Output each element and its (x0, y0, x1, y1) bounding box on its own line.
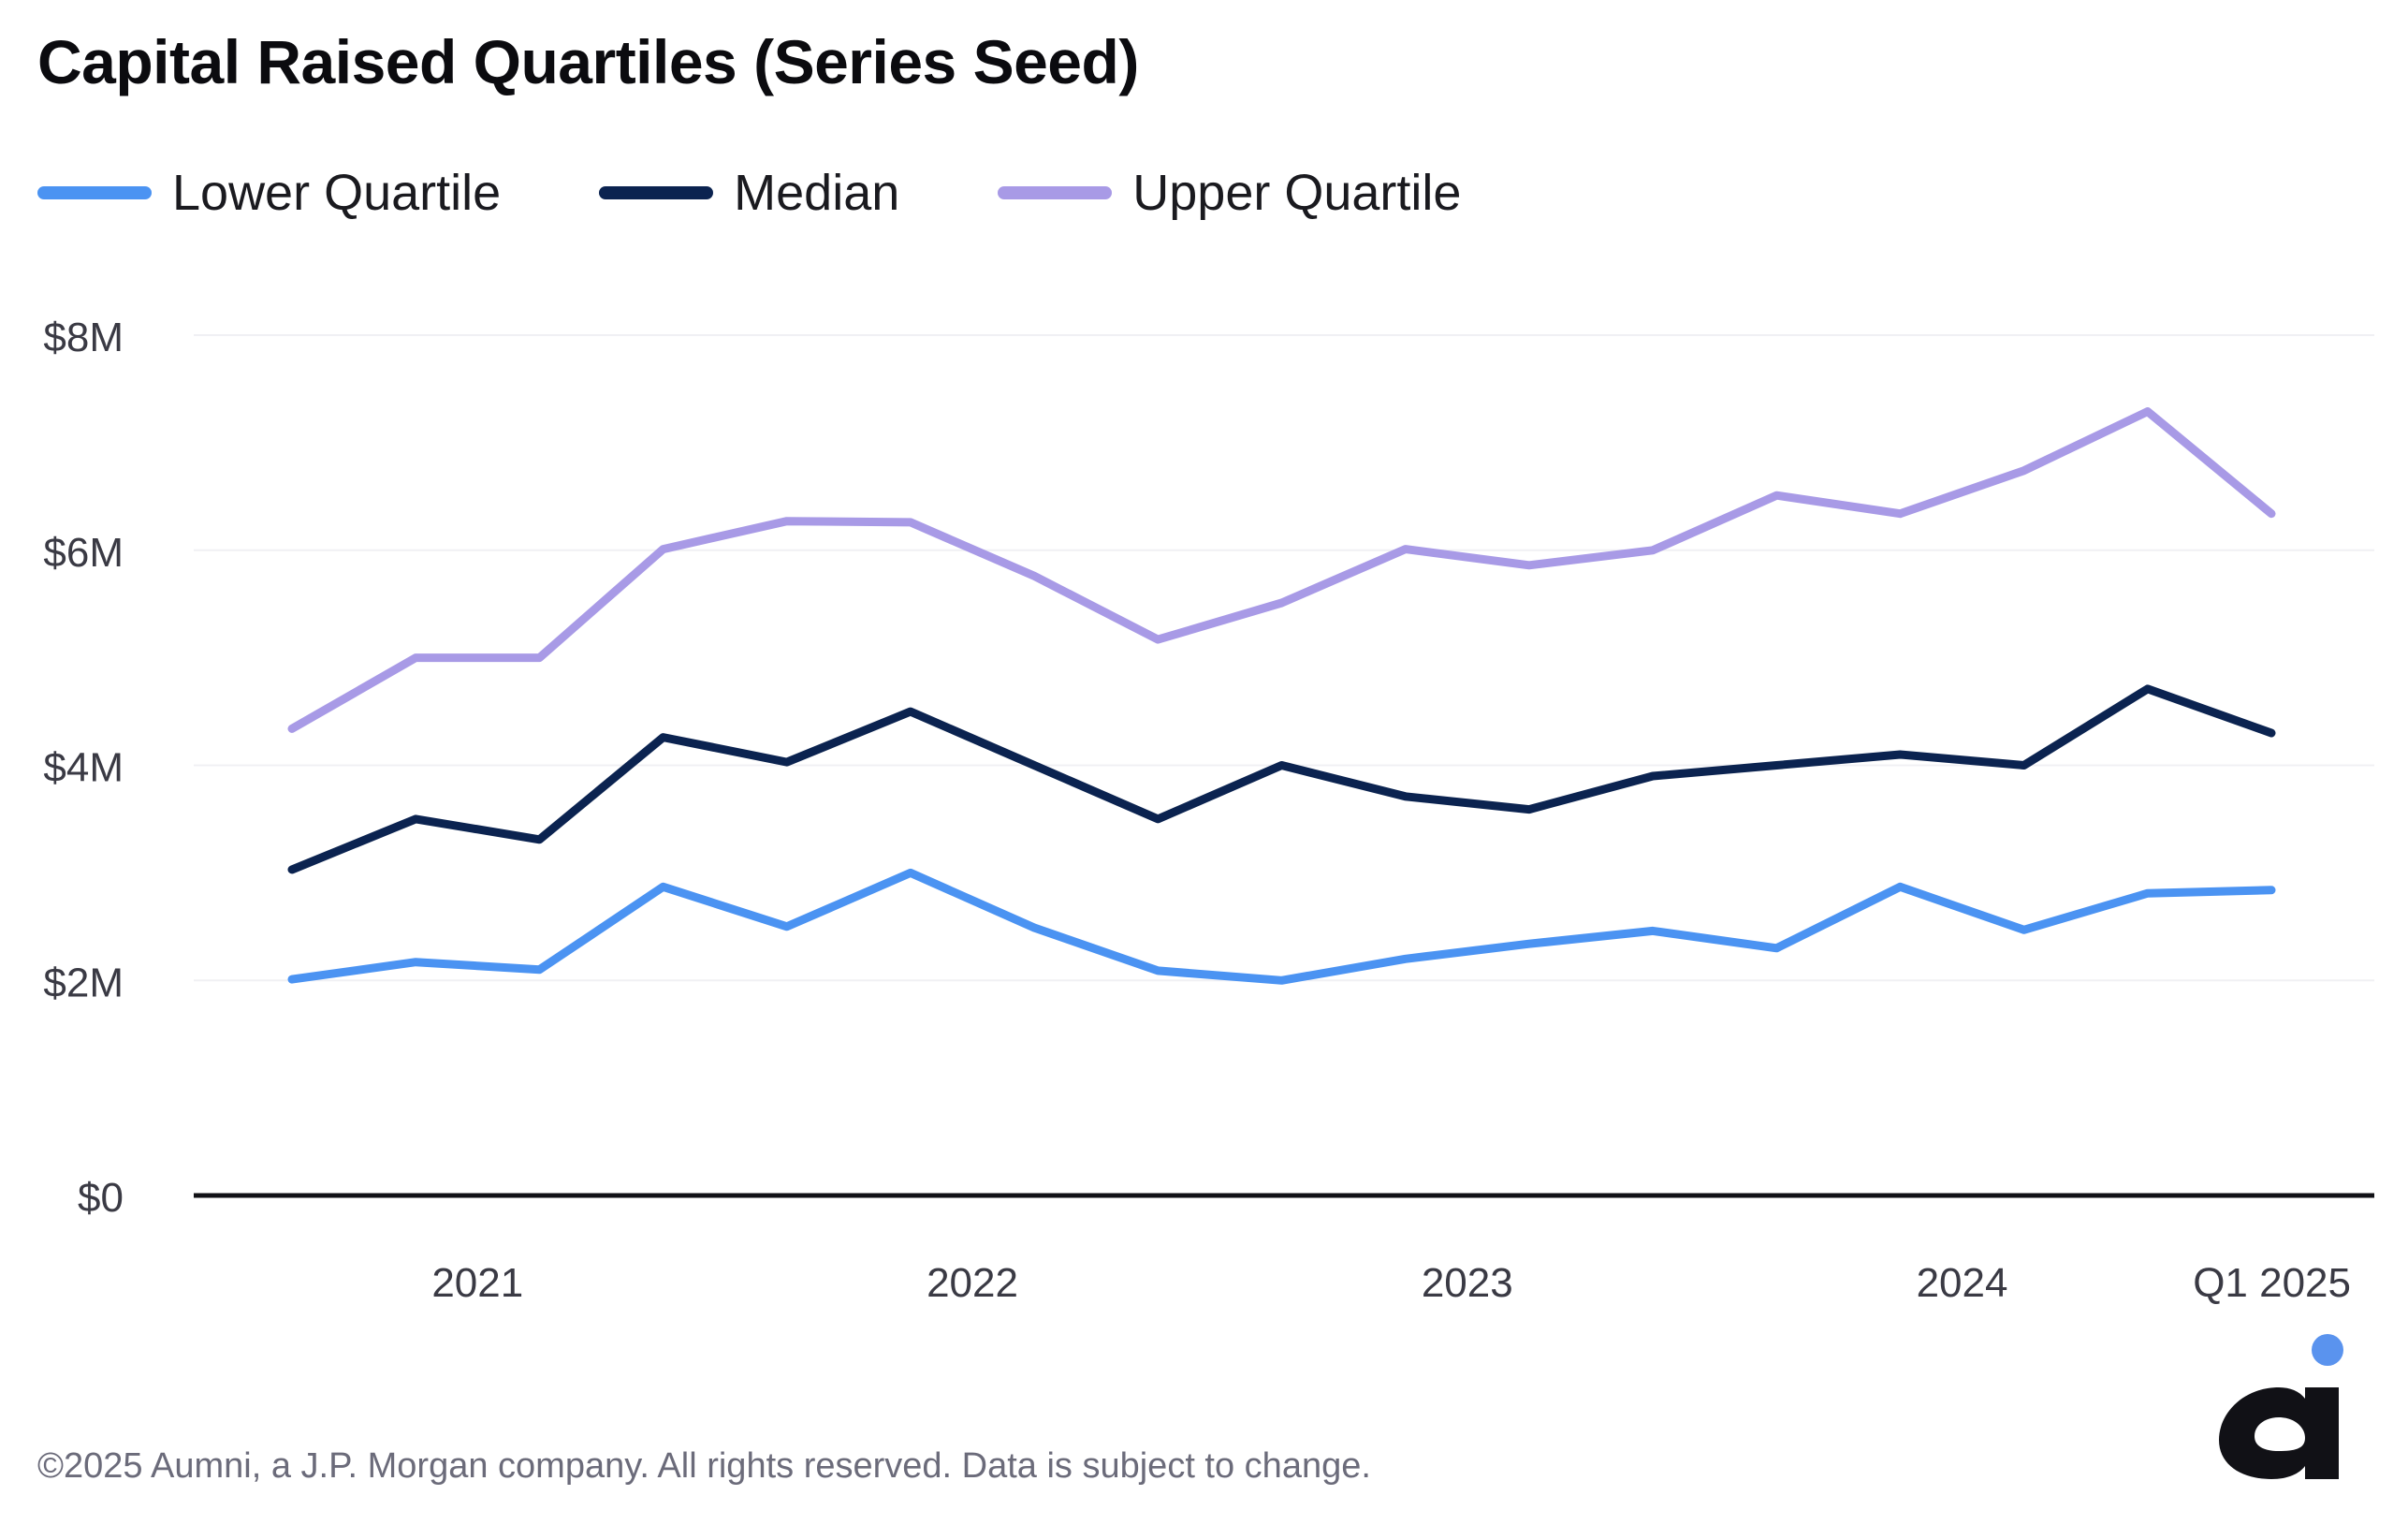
legend-swatch-median (599, 186, 714, 199)
legend: Lower Quartile Median Upper Quartile (37, 164, 1559, 222)
legend-label: Lower Quartile (172, 165, 502, 221)
y-tick-label: $0 (78, 1175, 124, 1221)
x-tick-label: 2024 (1917, 1260, 2008, 1306)
series-lines (287, 407, 2276, 985)
y-tick-label: $2M (43, 960, 124, 1005)
y-axis-ticks: $0 $2M $4M $6M $8M (43, 315, 124, 1221)
legend-label: Upper Quartile (1132, 165, 1462, 221)
x-tick-label: 2022 (927, 1260, 1018, 1306)
legend-item-lower-quartile[interactable]: Lower Quartile (37, 164, 501, 222)
y-tick-label: $4M (43, 745, 124, 791)
x-tick-label: 2021 (431, 1260, 523, 1306)
series-line-lower-quartile[interactable] (287, 868, 2276, 985)
legend-item-upper-quartile[interactable]: Upper Quartile (998, 164, 1461, 222)
x-axis-ticks: 2021 2022 2023 2024 Q1 2025 (431, 1260, 2351, 1306)
logo-dot (2312, 1334, 2343, 1366)
series-line-median[interactable] (287, 684, 2276, 874)
series-line-upper-quartile[interactable] (287, 407, 2276, 733)
legend-item-median[interactable]: Median (599, 164, 899, 222)
copyright-footer: ©2025 Aumni, a J.P. Morgan company. All … (37, 1446, 1371, 1486)
chart-title: Capital Raised Quartiles (Series Seed) (37, 27, 1139, 96)
y-tick-label: $6M (43, 530, 124, 576)
legend-label: Median (734, 165, 900, 221)
aumni-logo-icon (2219, 1334, 2343, 1479)
y-tick-label: $8M (43, 315, 124, 360)
x-tick-label: 2023 (1422, 1260, 1513, 1306)
legend-swatch-lower-quartile (37, 186, 152, 199)
gridlines (194, 334, 2374, 1198)
legend-swatch-upper-quartile (998, 186, 1113, 199)
logo-letter-a (2219, 1387, 2339, 1479)
x-tick-label: Q1 2025 (2193, 1260, 2351, 1306)
